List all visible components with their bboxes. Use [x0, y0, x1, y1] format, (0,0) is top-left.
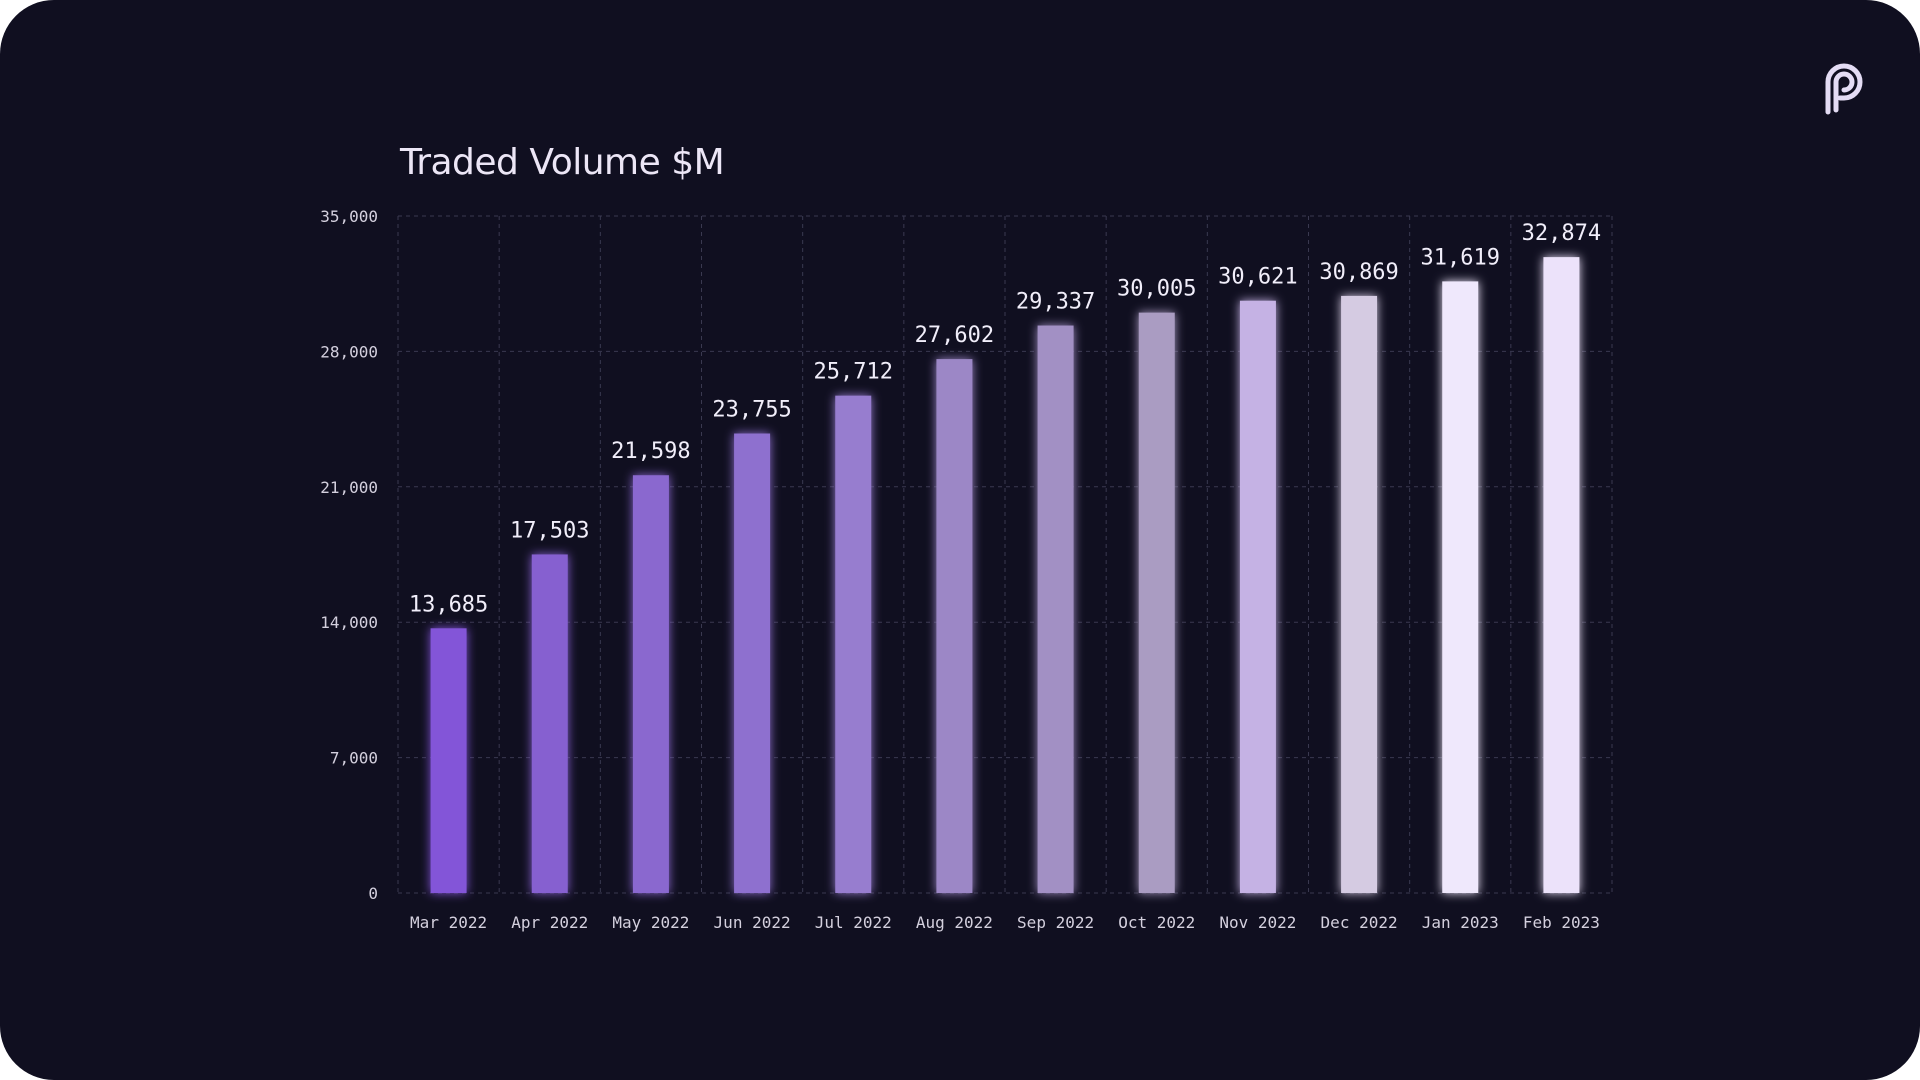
bar-value-label: 30,869 [1319, 260, 1398, 285]
grid-lines [397, 215, 1613, 894]
x-tick-label: Aug 2022 [916, 913, 993, 932]
bar [734, 433, 771, 893]
x-tick-label: Mar 2022 [410, 913, 487, 932]
bar-value-label: 13,685 [409, 592, 488, 617]
bar [632, 475, 669, 893]
bar-value-label: 32,874 [1522, 221, 1601, 246]
y-tick-label: 7,000 [330, 749, 378, 768]
bar-value-label: 29,337 [1016, 290, 1095, 315]
bar [835, 395, 872, 893]
x-tick-label: May 2022 [612, 913, 689, 932]
x-tick-label: Dec 2022 [1321, 913, 1398, 932]
bar [1037, 325, 1074, 894]
brand-logo-icon [1825, 63, 1863, 115]
x-tick-label: Jul 2022 [815, 913, 892, 932]
bar-value-label: 31,619 [1421, 245, 1500, 270]
x-tick-label: Feb 2023 [1523, 913, 1600, 932]
y-tick-label: 21,000 [320, 478, 378, 497]
axis-labels: 0 7,000 14,000 21,000 28,000 35,000 Mar 2022 Ap… [320, 207, 1600, 932]
x-tick-label: Sep 2022 [1017, 913, 1094, 932]
chart-title: Traded Volume $M [400, 142, 725, 183]
bars [430, 257, 1580, 894]
bar-value-label: 23,755 [712, 398, 791, 423]
x-tick-label: Apr 2022 [511, 913, 588, 932]
x-tick-label: Nov 2022 [1219, 913, 1296, 932]
bar [1341, 295, 1378, 893]
bar-value-label: 30,005 [1117, 277, 1196, 302]
y-tick-label: 28,000 [320, 342, 378, 361]
bar [531, 554, 568, 893]
x-tick-label: Oct 2022 [1118, 913, 1195, 932]
bar-value-label: 21,598 [611, 439, 690, 464]
bar [936, 359, 973, 893]
value-labels: 13,685 17,503 21,598 23,755 25,712 27,602 29,3… [409, 221, 1601, 617]
y-tick-label: 0 [368, 884, 378, 903]
x-tick-label: Jun 2022 [714, 913, 791, 932]
y-tick-label: 14,000 [320, 613, 378, 632]
bar [430, 628, 467, 893]
bar-value-label: 25,712 [814, 360, 893, 385]
bar-value-label: 27,602 [915, 323, 994, 348]
y-tick-label: 35,000 [320, 207, 378, 226]
bar [1239, 300, 1276, 893]
x-tick-label: Jan 2023 [1422, 913, 1499, 932]
bar [1442, 281, 1479, 893]
bar-value-label: 17,503 [510, 518, 589, 543]
bar [1138, 312, 1175, 894]
bar-value-label: 30,621 [1218, 265, 1297, 290]
bar [1543, 257, 1580, 893]
